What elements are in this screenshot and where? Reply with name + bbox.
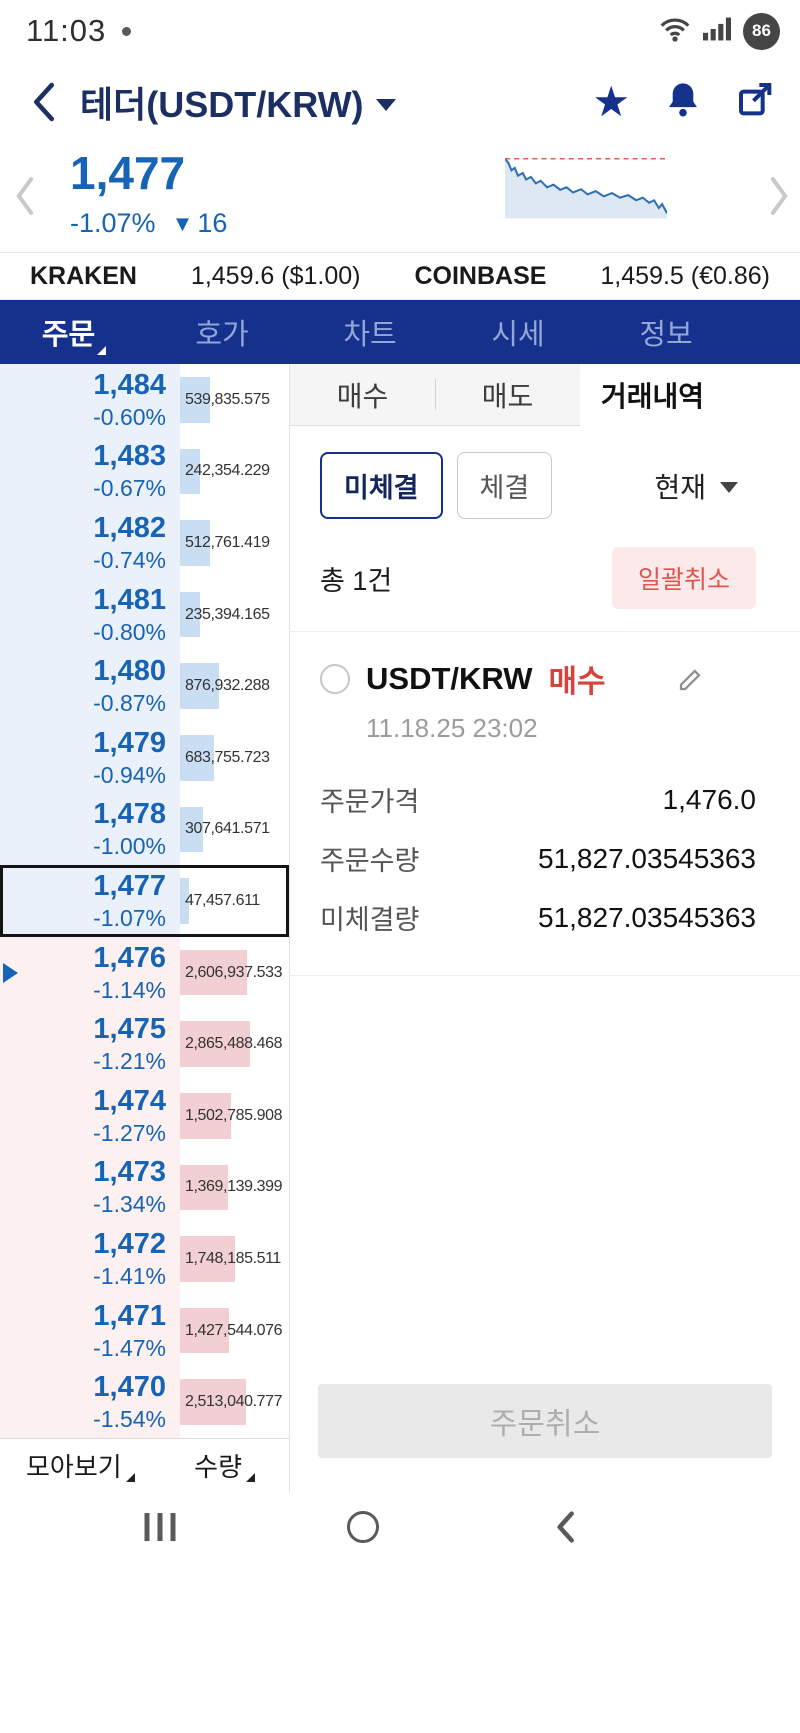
orderbook-row-1483[interactable]: 1,483 -0.67% 242,354.229: [0, 435, 289, 508]
exchange-name-kraken: KRAKEN: [30, 261, 137, 290]
change-percent: -1.07%: [70, 208, 156, 238]
collapse-view-label: 모아보기: [26, 1452, 122, 1482]
prev-pair-chevron-icon[interactable]: [14, 176, 36, 221]
corner-triangle-icon: [125, 1473, 135, 1482]
orderbook-row-1477[interactable]: 1,477 -1.07% 47,457.611: [0, 865, 289, 937]
exchange-reference-row: KRAKEN 1,459.6 ($1.00) COINBASE 1,459.5 (€0…: [0, 252, 800, 300]
active-price-marker-icon: [3, 962, 18, 983]
corner-triangle-icon: [246, 1473, 255, 1482]
orderbook-footer: 모아보기 수량: [0, 1438, 289, 1492]
period-dropdown[interactable]: 현재: [654, 466, 738, 506]
open-order-card: USDT/KRW 매수 11.18.25 23:02 주문가격 1,476.0 주문…: [290, 632, 800, 976]
alert-bell-icon[interactable]: [664, 80, 702, 125]
notification-dot-icon: [122, 26, 132, 36]
orderbook-row-1471[interactable]: 1,471 -1.47% 1,427,544.076: [0, 1294, 289, 1367]
order-field-row: 미체결량 51,827.03545363: [320, 901, 756, 936]
android-back-button[interactable]: [552, 1511, 578, 1543]
price-section: 1,477 -1.07% ▼ 16: [0, 142, 800, 252]
change-amount: 16: [197, 208, 228, 238]
edit-order-icon[interactable]: [676, 664, 706, 694]
wifi-icon: [659, 15, 691, 48]
orderbook-row-1473[interactable]: 1,473 -1.34% 1,369,139.399: [0, 1151, 289, 1224]
mini-chart-svg: [504, 158, 668, 219]
orderbook-row-1484[interactable]: 1,484 -0.60% 539,835.575: [0, 364, 289, 436]
recent-apps-button[interactable]: [144, 1513, 176, 1541]
nav-tab-order[interactable]: 주문: [0, 300, 148, 364]
collapse-view-button[interactable]: 모아보기: [26, 1447, 135, 1484]
quantity-toggle-button[interactable]: 수량: [194, 1447, 255, 1484]
current-price: 1,477: [70, 147, 186, 199]
order-field-row: 주문가격 1,476.0: [320, 783, 756, 818]
chevron-down-icon: [720, 482, 738, 493]
page-title: 테더(USDT/KRW): [80, 84, 364, 125]
order-head: USDT/KRW 매수: [320, 656, 756, 701]
order-field-row: 주문수량 51,827.03545363: [320, 842, 756, 877]
cancel-all-button[interactable]: 일괄취소: [611, 547, 756, 609]
panel-tabs: 매수 매도 거래내역: [290, 364, 800, 426]
clock: 11:03: [26, 13, 107, 48]
orderbook-row-1481[interactable]: 1,481 -0.80% 235,394.165: [0, 578, 289, 651]
exchange-name-coinbase: COINBASE: [414, 261, 547, 290]
orderbook-row-1482[interactable]: 1,482 -0.74% 512,761.419: [0, 507, 289, 579]
favorite-star-icon[interactable]: ★: [592, 78, 630, 125]
nav-tabs: 주문 호가 차트 시세 정보: [0, 300, 800, 364]
order-count: 총 1건: [320, 565, 393, 596]
period-label: 현재: [654, 471, 706, 503]
filter-row: 미체결 체결 현재: [290, 426, 800, 519]
orderbook-row-1474[interactable]: 1,474 -1.27% 1,502,785.908: [0, 1079, 289, 1152]
summary-row: 총 1건 일괄취소: [290, 519, 800, 632]
orderbook-row-1475[interactable]: 1,475 -1.21% 2,865,488.468: [0, 1008, 289, 1080]
down-arrow-icon: ▼: [171, 210, 194, 236]
order-datetime: 11.18.25 23:02: [366, 713, 538, 743]
nav-tab-market[interactable]: 시세: [491, 319, 545, 351]
order-select-radio[interactable]: [320, 663, 350, 694]
nav-tab-quotes[interactable]: 호가: [195, 319, 249, 351]
panel-tab-buy[interactable]: 매수: [290, 364, 435, 426]
chevron-down-icon: [375, 99, 396, 111]
orderbook-row-1480[interactable]: 1,480 -0.87% 876,932.288: [0, 650, 289, 722]
orderbook-rows[interactable]: 1,484 -0.60% 539,835.575 1,483 -0.67% 242,354…: [0, 364, 289, 1438]
content: 1,484 -0.60% 539,835.575 1,483 -0.67% 242,354…: [0, 364, 800, 1492]
header: 테더(USDT/KRW) ★: [0, 62, 800, 142]
open-orders-filter-button[interactable]: 미체결: [320, 452, 443, 519]
orderbook-row-1476[interactable]: 1,476 -1.14% 2,606,937.533: [0, 936, 289, 1009]
mini-chart: [504, 152, 668, 220]
orderbook-row-1479[interactable]: 1,479 -0.94% 683,755.723: [0, 721, 289, 794]
orderbook-row-1472[interactable]: 1,472 -1.41% 1,748,185.511: [0, 1223, 289, 1295]
android-nav-bar: [0, 1492, 800, 1562]
back-icon[interactable]: [22, 80, 66, 124]
nav-tab-chart[interactable]: 차트: [343, 319, 397, 351]
home-button[interactable]: [347, 1511, 379, 1543]
nav-tab-info[interactable]: 정보: [639, 319, 693, 351]
exchange-price-kraken: 1,459.6 ($1.00): [190, 261, 361, 290]
quantity-toggle-label: 수량: [194, 1452, 242, 1482]
exchange-price-coinbase: 1,459.5 (€0.86): [600, 261, 770, 290]
filled-orders-filter-button[interactable]: 체결: [456, 452, 553, 519]
cancel-order-button[interactable]: 주문취소: [318, 1384, 772, 1458]
order-panel: 매수 매도 거래내역 미체결 체결 현재 총 1건 일괄취소 USDT/KRW 매수: [290, 364, 800, 1492]
signal-icon: [703, 17, 731, 46]
next-pair-chevron-icon[interactable]: [768, 176, 790, 221]
orderbook-row-1470[interactable]: 1,470 -1.54% 2,513,040.777: [0, 1366, 289, 1438]
orderbook: 1,484 -0.60% 539,835.575 1,483 -0.67% 242,354…: [0, 364, 290, 1492]
orderbook-row-1478[interactable]: 1,478 -1.00% 307,641.571: [0, 793, 289, 866]
battery-indicator: 86: [743, 12, 780, 50]
panel-tab-history[interactable]: 거래내역: [580, 364, 725, 426]
order-pair: USDT/KRW: [366, 660, 533, 696]
panel-tab-sell[interactable]: 매도: [435, 364, 580, 426]
order-fields: 주문가격 1,476.0 주문수량 51,827.03545363 미체결량 51,827…: [320, 770, 756, 947]
share-icon[interactable]: [736, 80, 776, 125]
pair-selector[interactable]: 테더(USDT/KRW): [80, 76, 396, 128]
order-side-badge: 매수: [548, 664, 606, 699]
status-bar: 11:03 86: [0, 0, 800, 62]
